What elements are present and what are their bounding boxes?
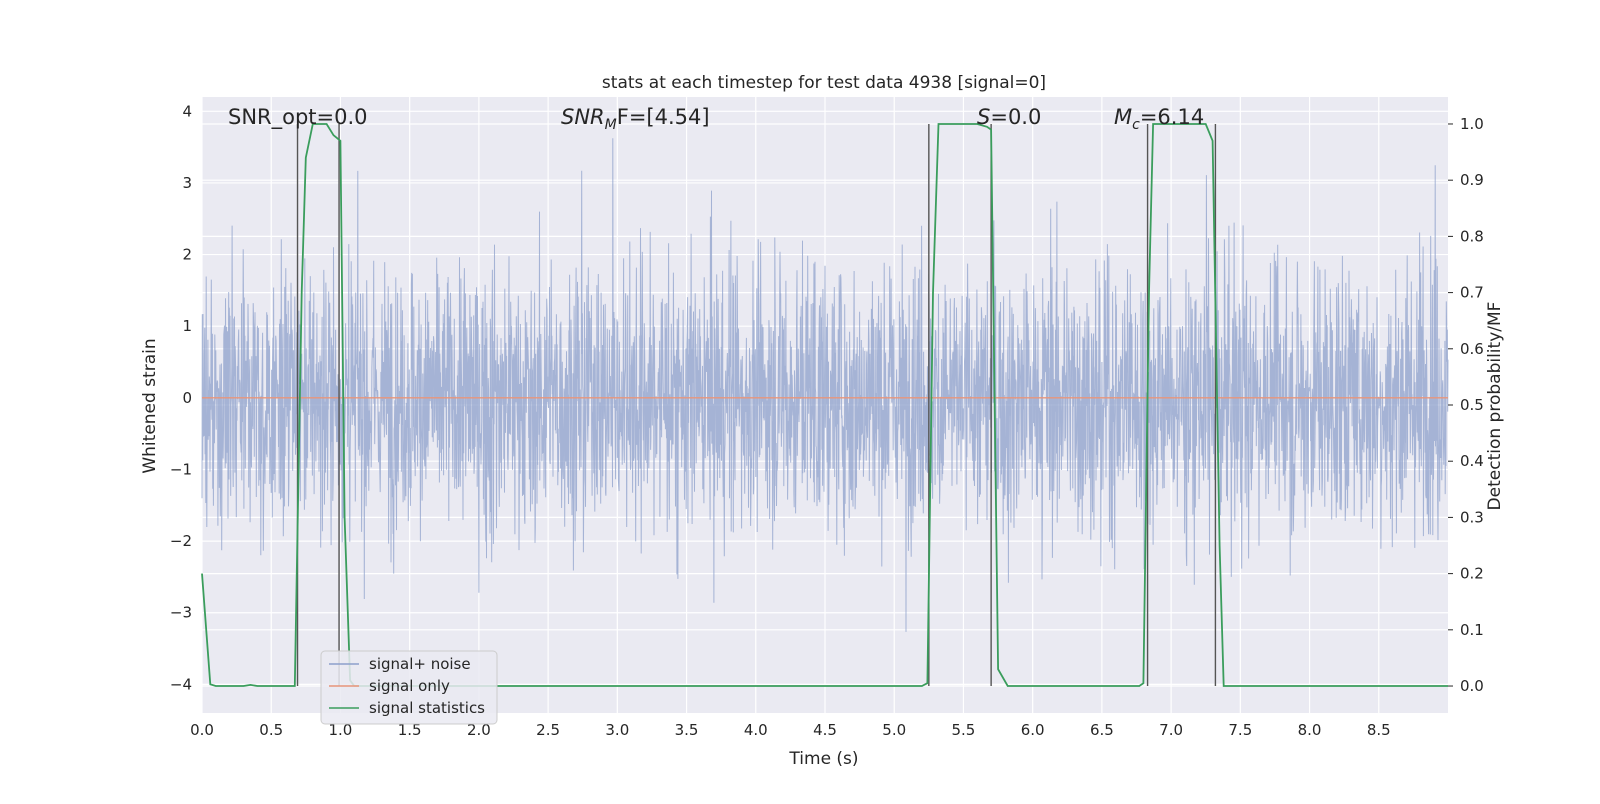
y-right-tick-labels: 0.0 0.1 0.2 0.3 0.4 0.5 0.6 0.7 0.8 0.9 1.0 <box>1448 115 1484 695</box>
x-tick-label: 5.0 <box>882 721 906 739</box>
annotation-snr-mf-sub: M <box>605 117 617 133</box>
y-tick-label: −1 <box>170 460 192 478</box>
x-tick-label: 5.5 <box>952 721 976 739</box>
x-tick-label: 1.0 <box>329 721 353 739</box>
legend-label-statistics: signal statistics <box>369 699 485 717</box>
annotation-s-rest: =0.0 <box>990 105 1041 129</box>
x-tick-label: 2.0 <box>467 721 491 739</box>
annotation-snr-mf-main: SNR <box>561 105 605 129</box>
x-tick-label: 6.0 <box>1021 721 1045 739</box>
signal-noise-series <box>201 138 1449 632</box>
x-tick-label: 0.0 <box>190 721 214 739</box>
annotation-snr-opt: SNR_opt=0.0 <box>228 105 368 130</box>
y-right-axis-label: Detection probability/MF <box>1485 302 1505 511</box>
x-tick-label: 3.5 <box>675 721 699 739</box>
y-tick-label: 2 <box>182 246 192 264</box>
annotation-s: S=0.0 <box>977 105 1041 129</box>
y-right-tick-label: 0.4 <box>1460 452 1484 470</box>
x-tick-label: 0.5 <box>259 721 283 739</box>
y-axis-label: Whitened strain <box>140 338 160 473</box>
x-tick-label: 4.5 <box>813 721 837 739</box>
y-right-tick-label: 0.6 <box>1460 340 1484 358</box>
x-tick-label: 2.5 <box>536 721 560 739</box>
y-tick-label: −3 <box>170 604 192 622</box>
signal-noise-line <box>201 138 1449 632</box>
y-tick-label: 1 <box>182 317 192 335</box>
x-tick-labels: 0.0 0.5 1.0 1.5 2.0 2.5 3.0 3.5 4.0 4.5 5.0 5.5 6.0 6… <box>190 721 1391 739</box>
x-tick-label: 8.0 <box>1298 721 1322 739</box>
y-right-tick-label: 0.5 <box>1460 396 1484 414</box>
signal-statistics-line <box>201 123 1448 687</box>
annotation-mc-sub: c <box>1132 117 1140 133</box>
x-tick-label: 7.0 <box>1159 721 1183 739</box>
x-tick-label: 6.5 <box>1090 721 1114 739</box>
annotation-mc: Mc=6.14 <box>1114 105 1204 133</box>
x-tick-label: 3.0 <box>605 721 629 739</box>
y-tick-label: −4 <box>170 675 192 693</box>
x-tick-label: 7.5 <box>1228 721 1252 739</box>
x-tick-label: 4.0 <box>744 721 768 739</box>
annotation-snr-mf-rest: F=[4.54] <box>617 105 710 129</box>
legend-box <box>320 650 498 725</box>
annotation-s-main: S <box>977 105 990 129</box>
y-tick-label: 0 <box>182 389 192 407</box>
chart-title: stats at each timestep for test data 493… <box>602 73 1046 93</box>
y-right-tick-label: 0.9 <box>1460 171 1484 189</box>
y-right-tick-label: 0.0 <box>1460 677 1484 695</box>
y-right-tick-label: 0.7 <box>1460 284 1484 302</box>
y-right-tick-label: 1.0 <box>1460 115 1484 133</box>
legend-label-signal-only: signal only <box>369 677 450 695</box>
y-tick-label: 4 <box>182 102 192 120</box>
annotation-snr-mf: SNRMF=[4.54] <box>561 105 710 133</box>
legend-label-noise: signal+ noise <box>369 655 471 673</box>
x-tick-label: 1.5 <box>398 721 422 739</box>
y-right-tick-label: 0.8 <box>1460 227 1484 245</box>
x-tick-label: 8.5 <box>1367 721 1391 739</box>
y-right-tick-label: 0.2 <box>1460 565 1484 583</box>
legend: signal+ noise signal only signal statist… <box>320 650 498 725</box>
x-axis-label: Time (s) <box>788 749 858 769</box>
annotation-mc-rest: =6.14 <box>1140 105 1204 129</box>
y-tick-labels: −4 −3 −2 −1 0 1 2 3 4 <box>170 102 192 693</box>
y-right-tick-label: 0.1 <box>1460 621 1484 639</box>
y-tick-label: 3 <box>182 174 192 192</box>
y-tick-label: −2 <box>170 532 192 550</box>
annotation-mc-main: M <box>1114 105 1132 129</box>
signal-statistics-series <box>201 123 1448 687</box>
y-right-tick-label: 0.3 <box>1460 508 1484 526</box>
